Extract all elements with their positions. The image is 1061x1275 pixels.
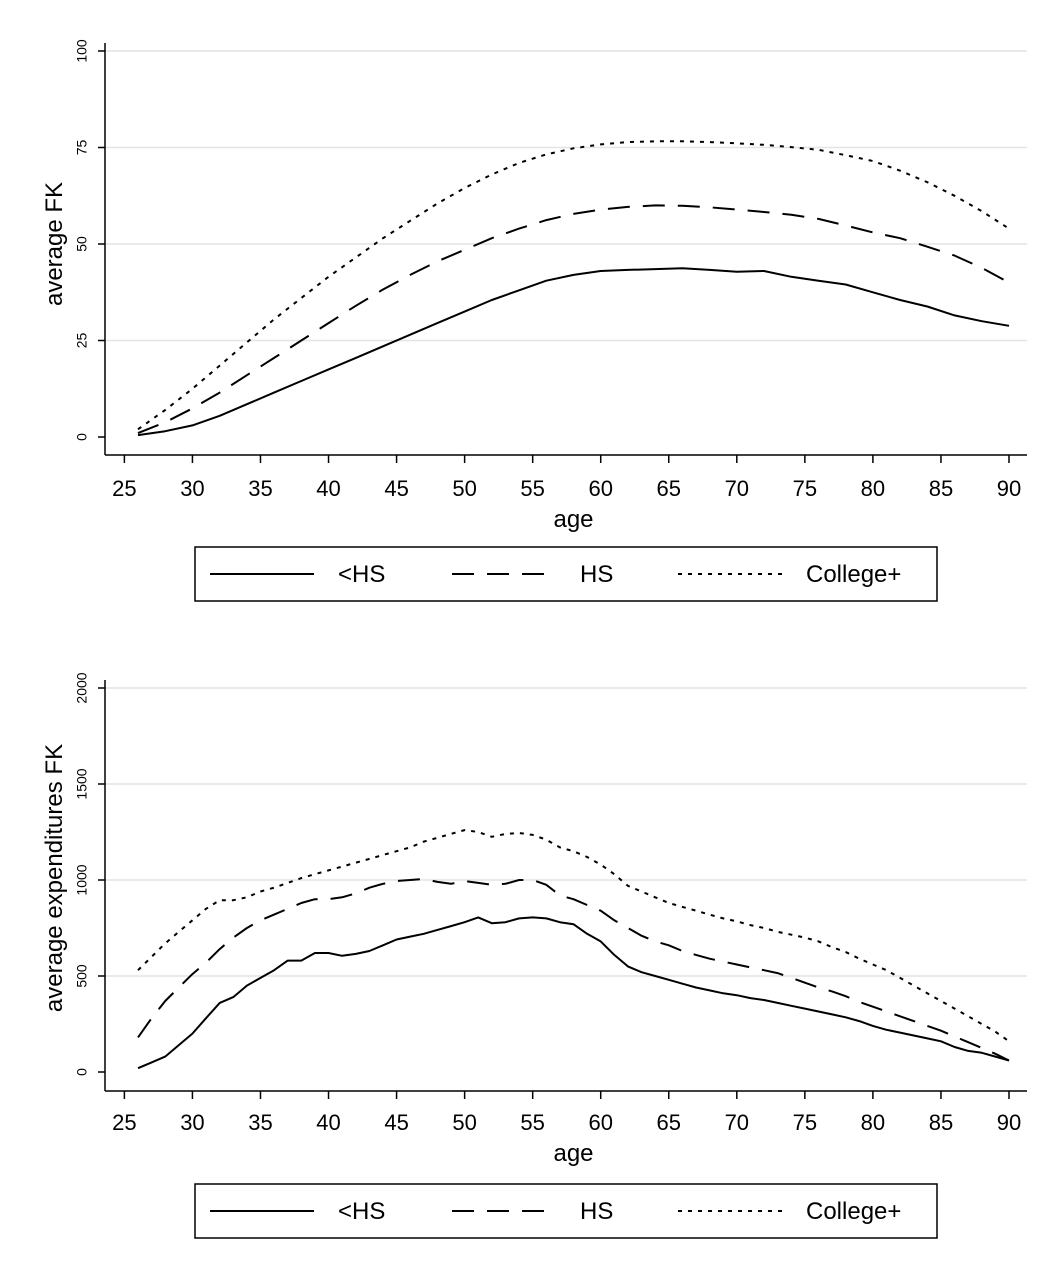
x-tick-label: 65: [657, 1110, 681, 1135]
grid-lines: [105, 687, 1027, 977]
series-line-solid: [137, 267, 1010, 437]
axes: [98, 43, 1027, 463]
y-tick-label: 500: [74, 964, 90, 988]
tick-labels: 0 500 1000 1500 2000 25 30 35 40 45 50 55 60 65 70 75 80…: [74, 672, 1022, 1135]
x-tick-label: 45: [384, 1110, 408, 1135]
x-axis-title: age: [553, 1140, 593, 1167]
x-tick-label: 55: [520, 476, 544, 501]
y-tick-label: 1000: [74, 864, 90, 895]
x-tick-label: 25: [112, 476, 136, 501]
legend: <HS HS College+: [194, 1183, 938, 1239]
legend-label: College+: [806, 561, 901, 588]
series-line-dashed: [137, 878, 1010, 1062]
x-tick-label: 30: [180, 1110, 204, 1135]
x-tick-label: 50: [452, 1110, 476, 1135]
x-tick-label: 50: [452, 476, 476, 501]
y-tick-label: 0: [74, 1068, 90, 1076]
x-tick-label: 40: [316, 1110, 340, 1135]
y-tick-label: 75: [74, 140, 90, 156]
legend-label: HS: [580, 561, 613, 588]
series-line-dotted: [137, 140, 1010, 431]
x-tick-label: 90: [997, 1110, 1021, 1135]
x-tick-label: 80: [861, 1110, 885, 1135]
y-tick-label: 100: [74, 39, 90, 63]
y-tick-label: 0: [74, 433, 90, 441]
legend-label: <HS: [338, 561, 385, 588]
x-tick-label: 60: [588, 476, 612, 501]
x-tick-label: 40: [316, 476, 340, 501]
series-line-dashed: [137, 204, 1010, 435]
tick-labels: 0 25 50 75 100 25 30 35 40 45 50 55 60 65 70 75 80 85 90: [74, 39, 1022, 501]
x-tick-label: 70: [725, 1110, 749, 1135]
x-tick-label: 90: [997, 476, 1021, 501]
grid-lines: [105, 50, 1027, 342]
y-tick-label: 1500: [74, 768, 90, 799]
chart-average-fk: 0 25 50 75 100 25 30 35 40 45 50 55 60 65 70 75 80 85 90 a…: [41, 39, 1027, 602]
x-tick-label: 80: [861, 476, 885, 501]
x-tick-label: 85: [929, 476, 953, 501]
series-lines: [137, 140, 1010, 437]
y-axis-title: average FK: [41, 182, 68, 306]
x-tick-label: 35: [248, 1110, 272, 1135]
legend: <HS HS College+: [194, 546, 938, 602]
legend-box: [194, 546, 938, 602]
x-tick-label: 75: [793, 476, 817, 501]
x-tick-label: 25: [112, 1110, 136, 1135]
series-lines: [137, 829, 1010, 1070]
legend-label: College+: [806, 1198, 901, 1225]
x-tick-label: 55: [520, 1110, 544, 1135]
x-tick-label: 35: [248, 476, 272, 501]
x-tick-label: 70: [725, 476, 749, 501]
series-line-solid: [137, 916, 1010, 1070]
chart-average-expenditures-fk: 0 500 1000 1500 2000 25 30 35 40 45 50 55 60 65 70 75 80…: [41, 672, 1027, 1239]
axes: [98, 680, 1027, 1099]
x-tick-label: 75: [793, 1110, 817, 1135]
x-tick-label: 30: [180, 476, 204, 501]
x-tick-label: 65: [657, 476, 681, 501]
y-tick-label: 2000: [74, 672, 90, 703]
series-line-dotted: [137, 829, 1010, 1043]
legend-box: [194, 1183, 938, 1239]
y-tick-label: 50: [74, 236, 90, 252]
x-axis-title: age: [553, 506, 593, 533]
legend-label: <HS: [338, 1198, 385, 1225]
legend-label: HS: [580, 1198, 613, 1225]
y-tick-label: 25: [74, 333, 90, 349]
x-tick-label: 45: [384, 476, 408, 501]
x-tick-label: 85: [929, 1110, 953, 1135]
y-axis-title: average expenditures FK: [41, 744, 68, 1012]
x-tick-label: 60: [588, 1110, 612, 1135]
